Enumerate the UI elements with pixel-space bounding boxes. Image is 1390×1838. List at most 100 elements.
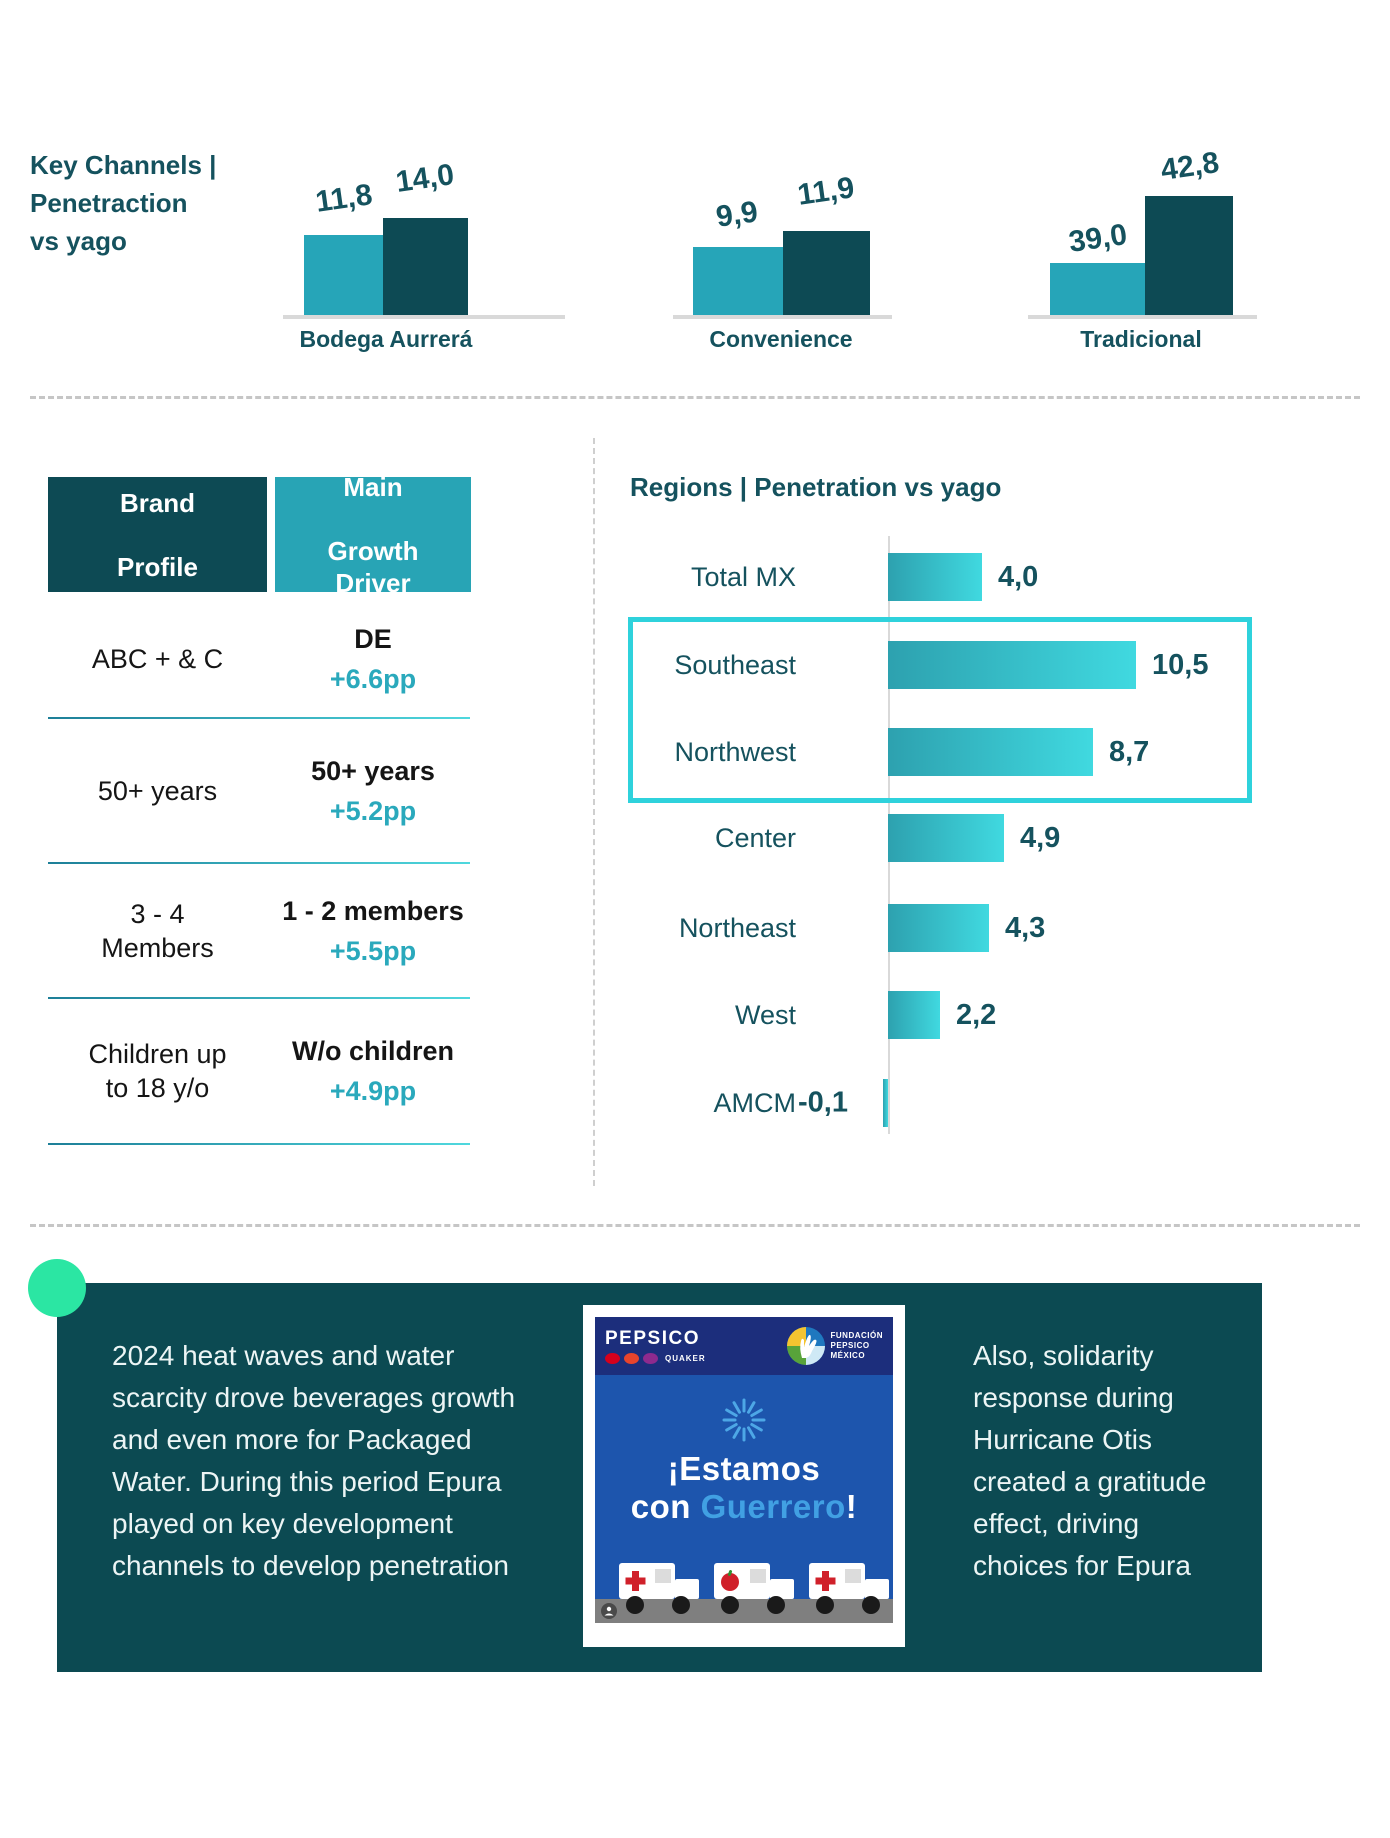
region-value: 4,3 bbox=[1005, 911, 1046, 944]
delta-value: +5.2pp bbox=[329, 795, 417, 826]
driver-cell: DE bbox=[354, 623, 392, 654]
region-value: 4,9 bbox=[1020, 821, 1061, 854]
region-bar bbox=[888, 814, 1004, 862]
channel-label-tradicional: Tradicional bbox=[1080, 326, 1202, 352]
dashed-divider-top bbox=[30, 396, 1360, 399]
foundation-block: FUNDACIÓN PEPSICO MÉXICO bbox=[786, 1327, 884, 1365]
region-row-northwest: Northwest 8,7 bbox=[593, 727, 1283, 777]
dashed-divider-vertical bbox=[593, 438, 595, 1186]
profile-cell: ABC + & C bbox=[91, 643, 224, 674]
key-channels-title-line2: Penetraction bbox=[30, 188, 188, 218]
region-bar bbox=[888, 728, 1093, 776]
person-badge-icon bbox=[601, 1603, 617, 1619]
driver-cell: W/o children bbox=[292, 1036, 454, 1066]
starburst-icon bbox=[722, 1398, 766, 1442]
headline-line2: con Guerrero! bbox=[630, 1488, 858, 1525]
region-label: West bbox=[734, 999, 796, 1030]
regions-chart: Total MX 4,0 Southeast 10,5 Northwest 8,… bbox=[593, 536, 1283, 1150]
foundation-label: FUNDACIÓN PEPSICO MÉXICO bbox=[830, 1331, 883, 1360]
table-divider bbox=[48, 862, 470, 864]
region-label: Northeast bbox=[678, 912, 796, 943]
driver-cell: 1 - 2 members bbox=[282, 895, 464, 926]
profile-cell: Children up to 18 y/o bbox=[88, 1039, 227, 1103]
sabritas-logo-icon bbox=[605, 1353, 620, 1364]
region-bar bbox=[888, 553, 982, 601]
brand-logos-row: QUAKER bbox=[605, 1353, 706, 1364]
channel-label-convenience: Convenience bbox=[709, 326, 853, 352]
region-row-total-mx: Total MX 4,0 bbox=[593, 552, 1283, 602]
key-channels-title: Key Channels | Penetraction vs yago bbox=[30, 146, 290, 260]
channel-bar-current-convenience bbox=[783, 231, 870, 315]
table-row: 50+ years 50+ years +5.2pp bbox=[48, 719, 471, 862]
region-value: -0,1 bbox=[798, 1086, 848, 1119]
region-value: 10,5 bbox=[1152, 648, 1209, 681]
region-bar bbox=[888, 641, 1136, 689]
region-value: 4,0 bbox=[998, 560, 1039, 593]
table-header-brand-profile-text: Brand Profile bbox=[117, 487, 198, 582]
sonrics-logo-icon bbox=[643, 1353, 658, 1364]
region-label: Center bbox=[714, 822, 796, 853]
table-divider bbox=[48, 1143, 470, 1145]
insight-banner: 2024 heat waves and water scarcity drove… bbox=[57, 1283, 1262, 1672]
key-channels-title-line1: Key Channels | bbox=[30, 150, 217, 180]
region-label: Southeast bbox=[674, 649, 796, 680]
table-divider bbox=[48, 997, 470, 999]
ambulance-truck-icon bbox=[619, 1563, 699, 1614]
delta-value: +5.5pp bbox=[329, 935, 417, 966]
region-row-center: Center 4,9 bbox=[593, 813, 1283, 863]
ambulance-truck-icon bbox=[809, 1563, 889, 1614]
channel-bar-yago-convenience bbox=[693, 247, 783, 315]
mint-accent-circle bbox=[28, 1259, 86, 1317]
headline-line1: ¡Estamos bbox=[667, 1450, 821, 1487]
table-row: ABC + & C DE +6.6pp bbox=[48, 600, 471, 717]
channel-label-bodega: Bodega Aurrerá bbox=[299, 326, 473, 352]
region-value: 2,2 bbox=[956, 998, 997, 1031]
dashed-divider-bottom bbox=[30, 1224, 1360, 1227]
delta-value: +6.6pp bbox=[329, 663, 417, 694]
driver-cell: 50+ years bbox=[311, 755, 435, 786]
channel-value-current-bodega: 14,0 bbox=[393, 158, 457, 199]
channel-value-current-convenience: 11,9 bbox=[795, 171, 857, 212]
table-header-growth-driver: Main Growth Driver bbox=[275, 472, 471, 598]
region-bar bbox=[888, 991, 940, 1039]
pepsico-campaign-card: PEPSICO QUAKER bbox=[583, 1305, 905, 1647]
profile-cell: 50+ years bbox=[97, 775, 218, 806]
channel-bar-current-bodega bbox=[383, 218, 468, 315]
region-row-northeast: Northeast 4,3 bbox=[593, 903, 1283, 953]
banner-left-text: 2024 heat waves and water scarcity drove… bbox=[112, 1340, 516, 1581]
baseline-tradicional bbox=[1028, 315, 1257, 319]
region-row-west: West 2,2 bbox=[593, 990, 1283, 1040]
baseline-convenience bbox=[673, 315, 892, 319]
table-header-brand-profile: Brand Profile bbox=[48, 477, 267, 592]
region-row-southeast: Southeast 10,5 bbox=[593, 640, 1283, 690]
region-label: AMCM bbox=[713, 1087, 797, 1118]
region-bar bbox=[888, 904, 989, 952]
region-label: Total MX bbox=[690, 561, 796, 592]
campaign-headline: ¡Estamos con Guerrero! bbox=[595, 1450, 893, 1526]
key-channels-title-line3: vs yago bbox=[30, 226, 127, 256]
table-row: Children up to 18 y/o W/o children +4.9p… bbox=[48, 999, 471, 1143]
channel-bar-yago-tradicional bbox=[1050, 263, 1145, 315]
card-header: PEPSICO QUAKER bbox=[595, 1317, 893, 1375]
pepsico-brand-block: PEPSICO QUAKER bbox=[605, 1328, 706, 1364]
channel-value-current-tradicional: 42,8 bbox=[1158, 146, 1222, 187]
delta-value: +4.9pp bbox=[329, 1076, 417, 1106]
region-value: 8,7 bbox=[1109, 735, 1150, 768]
profile-cell: 3 - 4 Members bbox=[101, 898, 214, 963]
banner-right-text: Also, solidarity response during Hurrica… bbox=[973, 1340, 1207, 1581]
road-strip bbox=[595, 1599, 893, 1623]
channel-bar-yago-bodega bbox=[304, 235, 383, 315]
quaker-logo: QUAKER bbox=[665, 1354, 706, 1363]
card-body: ¡Estamos con Guerrero! bbox=[595, 1375, 893, 1623]
channel-bar-current-tradicional bbox=[1145, 196, 1233, 315]
table-divider bbox=[48, 717, 470, 719]
gamesa-logo-icon bbox=[624, 1353, 639, 1364]
fundacion-pepsico-logo-icon bbox=[786, 1327, 825, 1365]
region-row-amcm: AMCM -0,1 bbox=[593, 1078, 1283, 1128]
table-row: 3 - 4 Members 1 - 2 members +5.5pp bbox=[48, 864, 471, 997]
regions-chart-title: Regions | Penetration vs yago bbox=[630, 472, 1002, 502]
pepsico-logo: PEPSICO bbox=[605, 1328, 700, 1349]
table-header-growth-driver-text: Main Growth Driver bbox=[327, 471, 419, 598]
baseline-bodega bbox=[283, 315, 565, 319]
